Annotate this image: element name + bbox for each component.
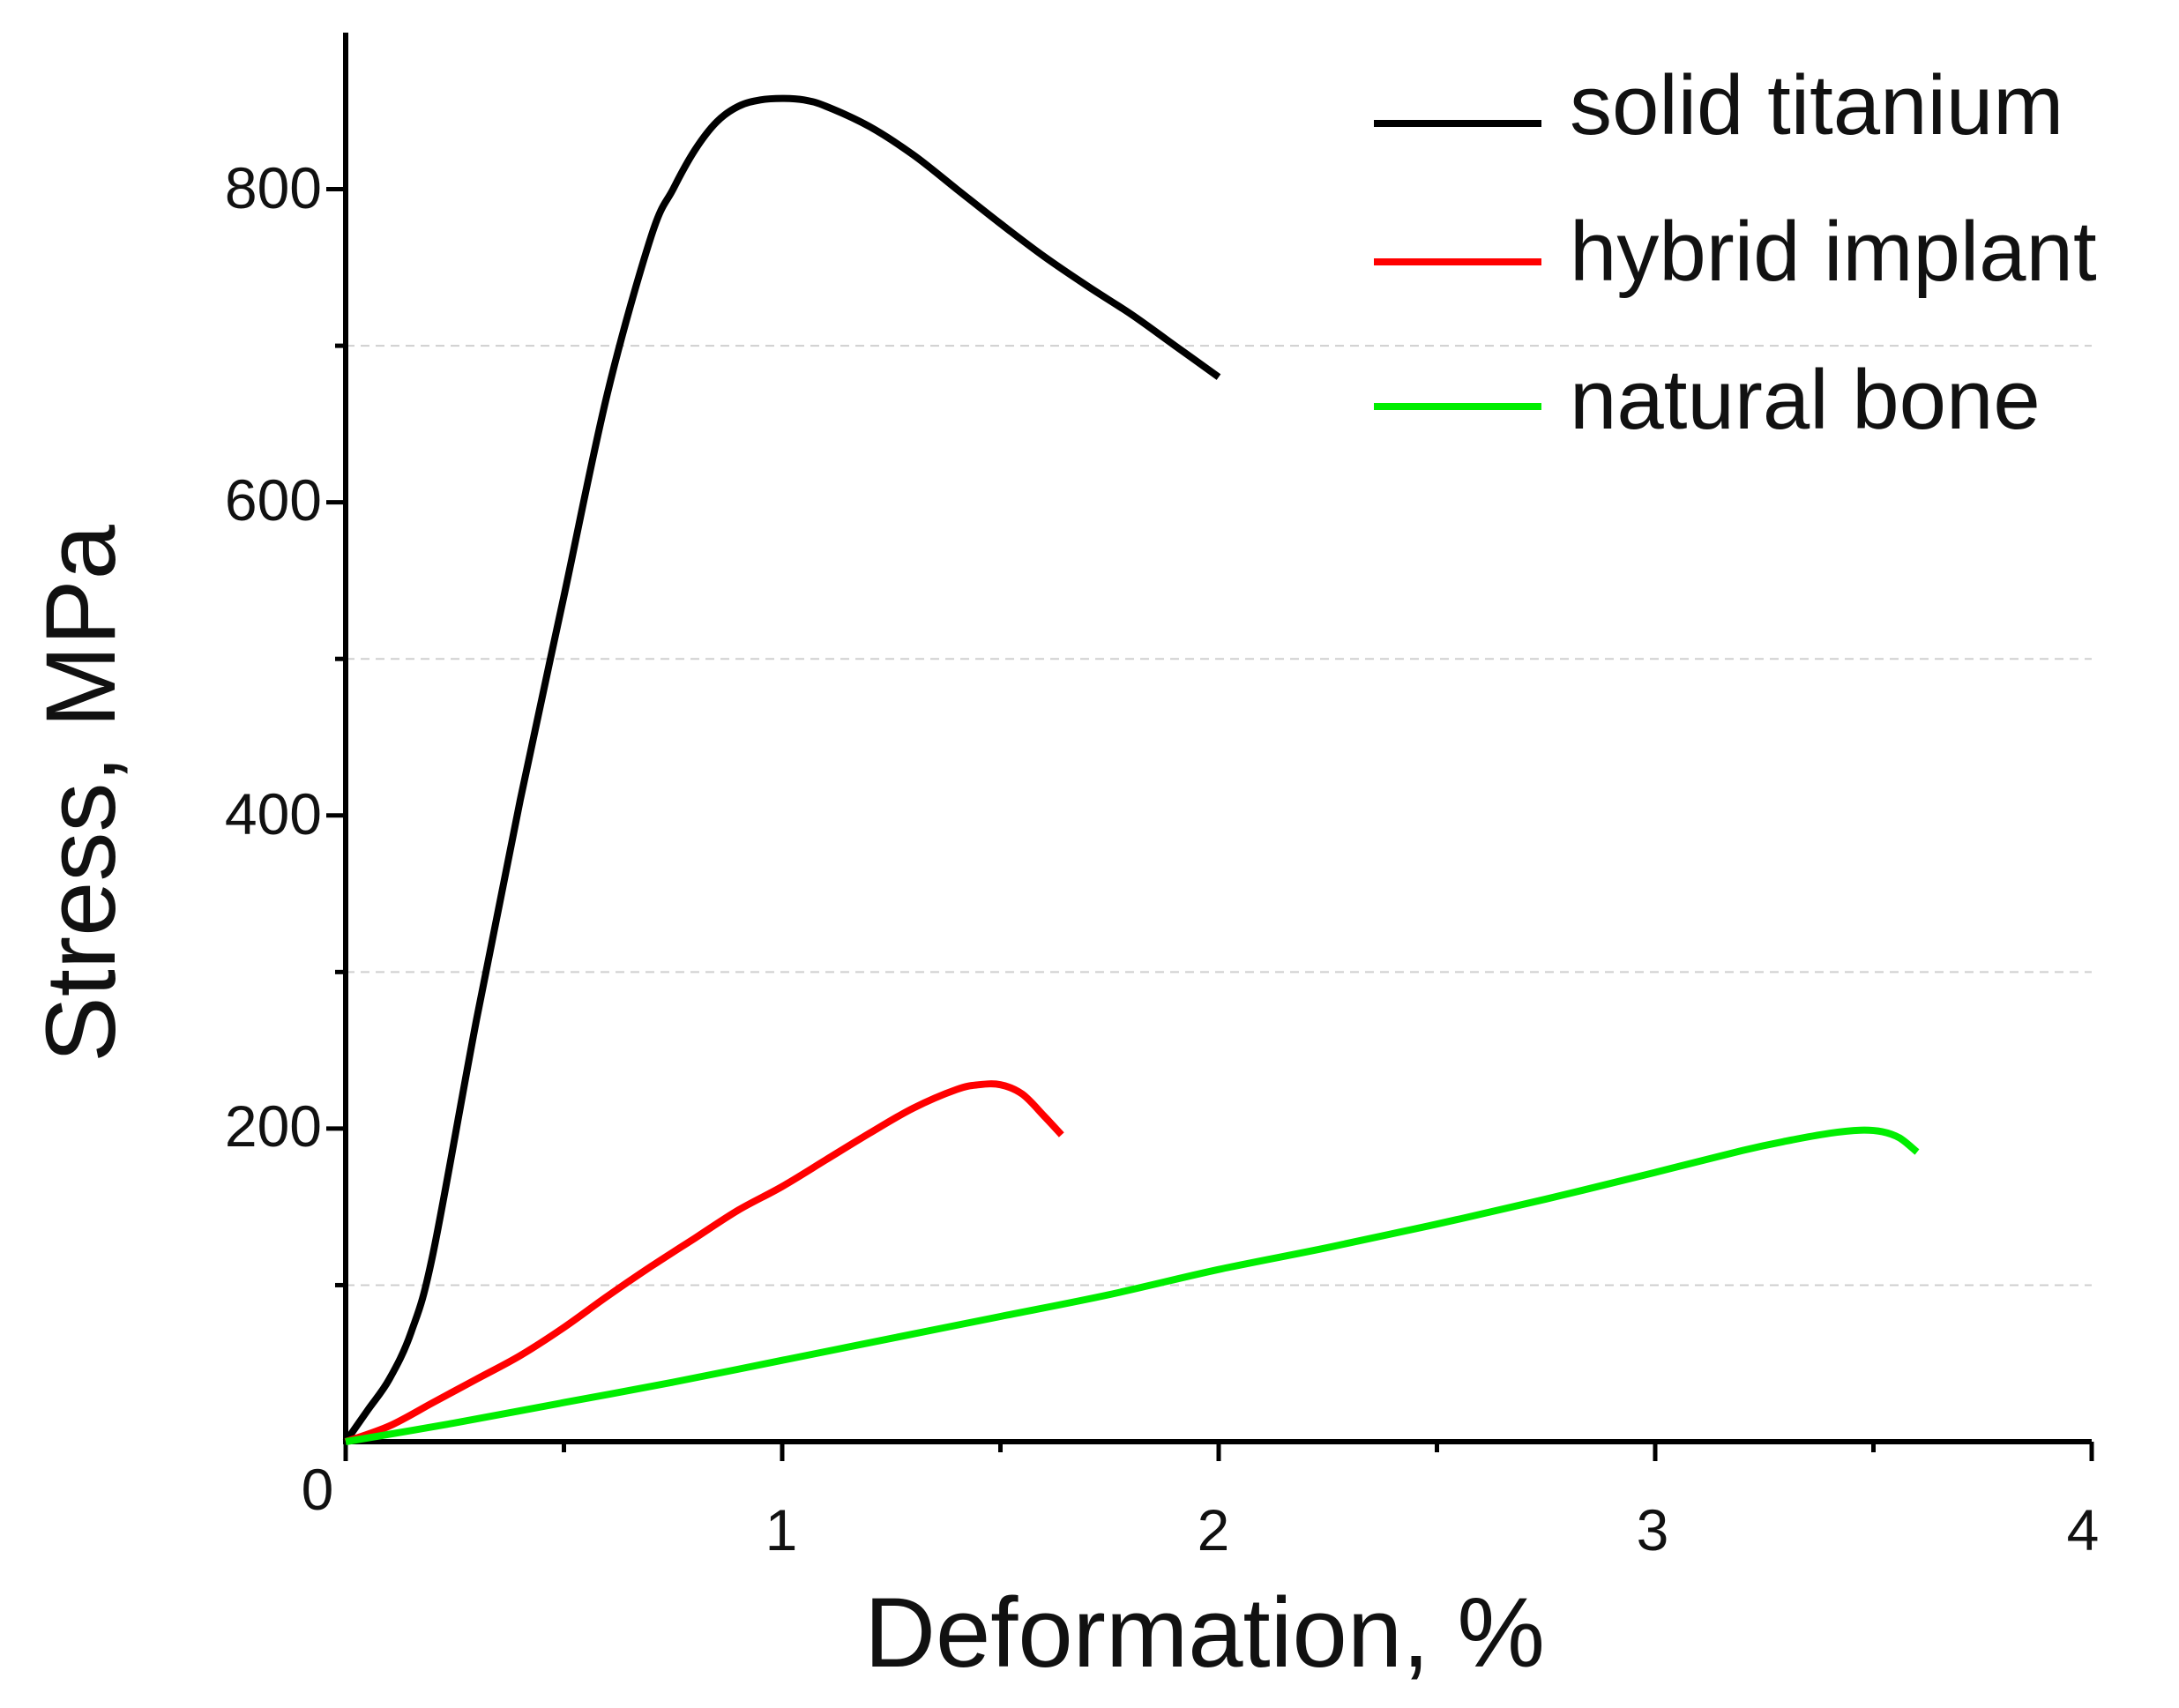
legend: solid titanium hybrid implant natural bo… [1374, 58, 2097, 447]
series-line-hybrid-implant [344, 1080, 1064, 1445]
legend-label-hybrid-implant: hybrid implant [1570, 205, 2097, 299]
data-series [342, 94, 1920, 1445]
x-tick-label: 0 [302, 1457, 334, 1522]
series-line-natural-bone [345, 1126, 1920, 1445]
x-tick-labels: 0 1 2 3 4 [302, 1457, 2100, 1563]
grid-lines [346, 345, 2092, 1287]
legend-label-solid-titanium: solid titanium [1570, 58, 2063, 153]
y-tick-labels: 200 400 600 800 [225, 155, 322, 1159]
x-tick-label: 3 [1637, 1497, 1669, 1563]
y-axis-title: Stress, MPa [26, 524, 136, 1063]
legend-label-natural-bone: natural bone [1570, 353, 2041, 447]
x-tick-label: 1 [765, 1497, 798, 1563]
x-tick-label: 2 [1198, 1497, 1230, 1563]
axis-ticks [326, 187, 2094, 1461]
y-tick-label: 200 [225, 1093, 322, 1159]
y-tick-label: 800 [225, 155, 322, 220]
x-axis-title: Deformation, % [864, 1577, 1545, 1688]
series-line-solid-titanium [342, 94, 1221, 1444]
y-tick-label: 400 [225, 781, 322, 847]
x-tick-label: 4 [2067, 1497, 2100, 1563]
y-tick-label: 600 [225, 467, 322, 533]
